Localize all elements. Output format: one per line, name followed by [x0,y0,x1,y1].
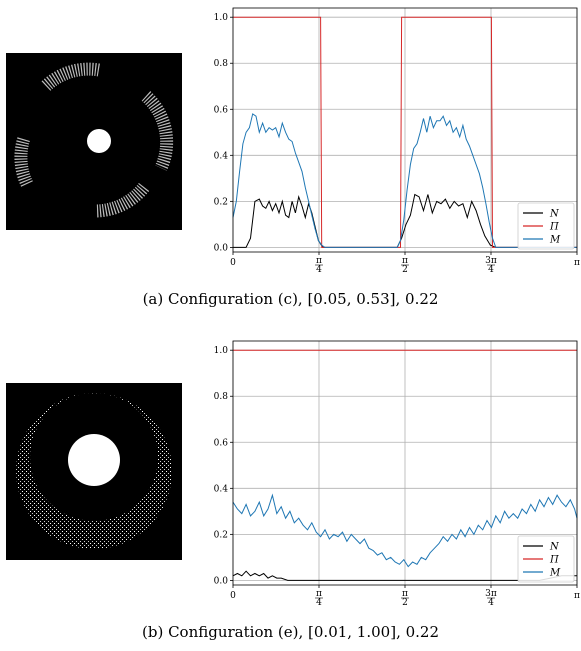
y-tick-label: 0.0 [214,576,229,586]
x-tick-label: 0 [230,258,236,268]
legend-label: N [549,542,560,553]
x-tick-label: 3π4 [485,256,497,275]
x-tick-label: π4 [315,256,323,275]
svg-text:π: π [316,256,322,266]
y-tick-label: 0.6 [214,438,229,448]
x-tick-label: π2 [401,589,409,608]
legend-label: Π [549,555,559,566]
series-line-Pi [233,16,577,248]
svg-text:4: 4 [316,598,322,608]
svg-text:π: π [316,589,322,599]
arc-segment [41,62,101,91]
y-tick-label: 0.6 [214,105,229,115]
svg-text:4: 4 [488,598,494,608]
legend: NΠM [517,202,575,250]
thumbnail-arc-segments [6,53,182,230]
y-tick-label: 0.2 [214,530,228,540]
series-line-M [232,113,577,248]
y-tick-label: 0.0 [214,243,229,253]
arc-segment [14,135,33,187]
y-tick-label: 1.0 [214,346,229,356]
caption-b: (b) Configuration (e), [0.01, 1.00], 0.2… [142,623,439,641]
svg-text:2: 2 [402,598,408,608]
svg-text:4: 4 [488,265,494,275]
y-tick-label: 0.2 [214,197,228,207]
arc-segment [141,91,174,171]
series-line-M [232,493,578,568]
legend: NΠM [517,535,575,583]
legend-label: N [549,209,560,220]
y-tick-label: 0.4 [214,151,229,161]
x-tick-label: π [574,258,580,268]
panel-b: 0.0 0.2 0.4 0.6 0.8 1.0 0 π 4 π 2 3π 4 π N Π M (b) Confi… [0,333,581,651]
caption-a: (a) Configuration (c), [0.05, 0.53], 0.2… [142,290,439,308]
svg-text:4: 4 [316,265,322,275]
legend-label: M [549,568,561,579]
svg-text:π: π [402,589,408,599]
y-tick-label: 0.4 [214,484,229,494]
center-disk [68,434,120,486]
x-tick-label: π4 [315,589,323,608]
svg-text:3π: 3π [485,256,497,266]
y-tick-label: 1.0 [214,13,229,23]
x-tick-label: π [574,591,580,601]
crescent-region [15,392,172,550]
center-disk [87,129,111,153]
y-tick-label: 0.8 [214,392,229,402]
thumbnail-crescent-ring [6,383,182,560]
x-tick-label: π2 [401,256,409,275]
x-tick-label: 3π4 [485,589,497,608]
legend-label: M [549,235,561,246]
svg-text:π: π [402,256,408,266]
legend-label: Π [549,222,559,233]
svg-text:2: 2 [402,265,408,275]
svg-text:3π: 3π [485,589,497,599]
panel-a: 0.0 0.2 0.4 0.6 0.8 1.0 0 π 4 π 2 3π 4 π N Π M (a) Confi… [0,0,581,325]
y-tick-label: 0.8 [214,59,229,69]
x-tick-label: 0 [230,591,236,601]
